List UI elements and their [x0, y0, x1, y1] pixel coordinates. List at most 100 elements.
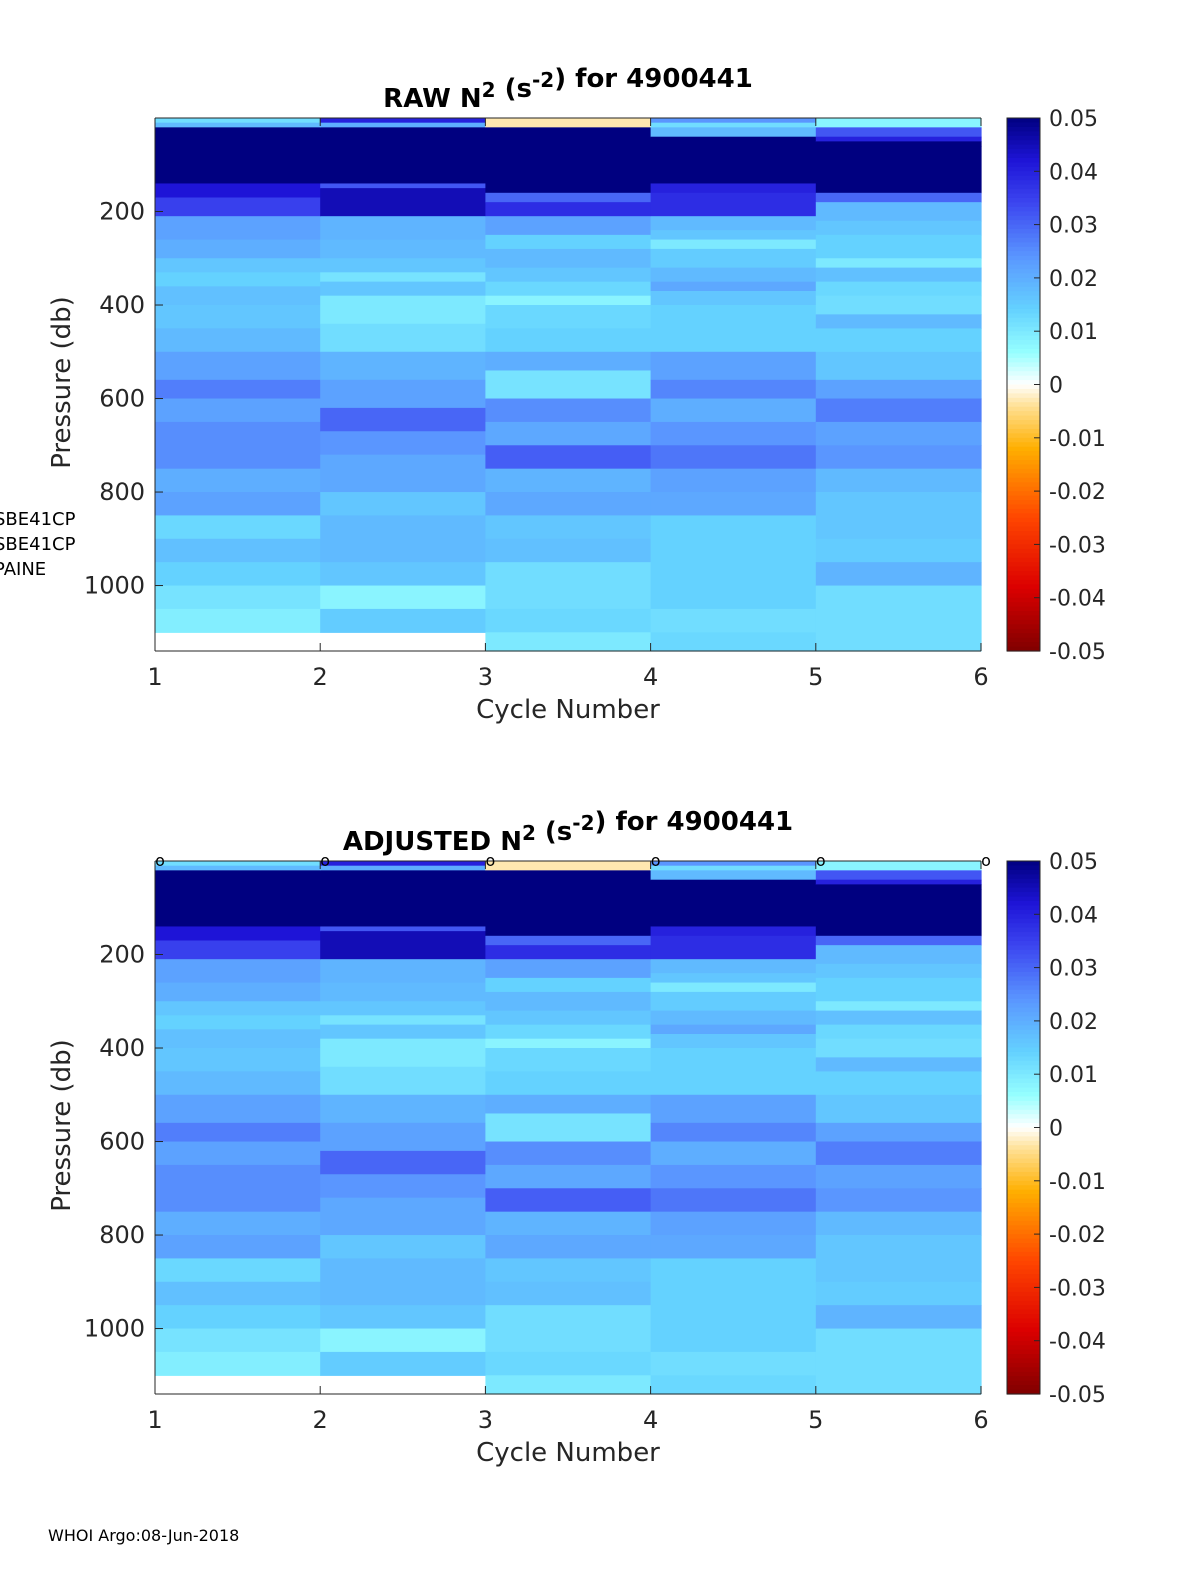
- colorbar-tick-label: -0.02: [1049, 1223, 1106, 1248]
- heatmap-cell: [650, 973, 817, 984]
- heatmap-cell: [155, 1071, 321, 1096]
- colorbar-band: [1007, 308, 1040, 315]
- heatmap-cell: [320, 1235, 486, 1260]
- colorbar-tick-label: 0.04: [1049, 160, 1098, 185]
- colorbar-band: [1007, 883, 1040, 889]
- heatmap-cell: [155, 515, 321, 540]
- heatmap-cell: [485, 959, 652, 979]
- heatmap-cell: [485, 1071, 652, 1096]
- heatmap-cell: [815, 1328, 982, 1395]
- heatmap-cell: [155, 239, 321, 259]
- colorbar-tick-label: 0.05: [1049, 850, 1098, 875]
- colorbar-band: [1007, 1140, 1040, 1146]
- heatmap-cell: [155, 421, 321, 470]
- heatmap-cell: [320, 959, 486, 984]
- heatmap-cell: [485, 977, 652, 993]
- colorbar-band: [1007, 233, 1040, 239]
- colorbar-band: [1007, 1127, 1040, 1133]
- y-axis-label: Pressure (db): [47, 296, 77, 469]
- colorbar-tick-label: -0.01: [1049, 427, 1106, 452]
- colorbar-band: [1007, 526, 1040, 532]
- heatmap-cell: [320, 870, 486, 928]
- y-tick-label: 800: [99, 1221, 145, 1249]
- heatmap-cell: [320, 1122, 486, 1152]
- heatmap-cell: [650, 216, 817, 231]
- heatmap-cell: [485, 935, 652, 946]
- x-tick-label: 6: [973, 663, 988, 691]
- colorbar-band: [1007, 1287, 1040, 1293]
- heatmap-cell: [815, 1305, 982, 1330]
- colorbar-band: [1007, 1083, 1040, 1089]
- colorbar-band: [1007, 611, 1040, 617]
- heatmap-cell: [485, 1141, 652, 1166]
- colorbar-band: [1007, 295, 1040, 301]
- heatmap-cell: [320, 1094, 486, 1124]
- heatmap-cell: [815, 1122, 982, 1143]
- colorbar-band: [1007, 304, 1040, 310]
- heatmap-cell: [485, 234, 652, 250]
- colorbar-tick-label: -0.05: [1049, 640, 1106, 665]
- colorbar-band: [1007, 865, 1040, 871]
- colorbar-band: [1007, 1274, 1040, 1280]
- colorbar-band: [1007, 1123, 1040, 1129]
- colorbar-band: [1007, 184, 1040, 190]
- colorbar-band: [1007, 402, 1040, 408]
- colorbar-tick-label: 0.02: [1049, 267, 1098, 292]
- colorbar-band: [1007, 1056, 1040, 1062]
- heatmap-cell: [650, 421, 817, 446]
- heatmap-cell: [155, 258, 321, 273]
- colorbar-band: [1007, 1180, 1040, 1186]
- colorbar-band: [1007, 896, 1040, 902]
- colorbar-band: [1007, 1149, 1040, 1155]
- colorbar-band: [1007, 624, 1040, 630]
- colorbar-band: [1007, 914, 1040, 920]
- heatmap-cell: [815, 379, 982, 400]
- heatmap-cell: [155, 865, 321, 871]
- colorbar-band: [1007, 437, 1040, 443]
- colorbar-band: [1007, 994, 1040, 1000]
- colorbar-band: [1007, 237, 1040, 243]
- heatmap-cell: [815, 1211, 982, 1236]
- colorbar-band: [1007, 197, 1040, 203]
- colorbar-band: [1007, 317, 1040, 323]
- colorbar-band: [1007, 1251, 1040, 1257]
- colorbar-tick-label: 0.03: [1049, 214, 1098, 239]
- heatmap-cell: [485, 421, 652, 446]
- heatmap-cell: [485, 632, 652, 652]
- chart-title: RAW N2 (s-2) for 4900441: [383, 64, 753, 114]
- colorbar-band: [1007, 455, 1040, 461]
- colorbar-band: [1007, 1047, 1040, 1053]
- colorbar-band: [1007, 619, 1040, 625]
- colorbar-band: [1007, 357, 1040, 363]
- heatmap-cell: [650, 445, 817, 470]
- heatmap-cell: [320, 865, 486, 871]
- colorbar-band: [1007, 202, 1040, 208]
- colorbar-band: [1007, 936, 1040, 942]
- colorbar-band: [1007, 1194, 1040, 1200]
- colorbar-band: [1007, 300, 1040, 306]
- colorbar-band: [1007, 958, 1040, 964]
- colorbar: 0.05 0.04 0.03 0.02 0.01 0 -0.01 -0.02 -0.03 -0.0…: [1006, 850, 1106, 1408]
- heatmap-cell: [815, 889, 982, 937]
- colorbar-band: [1007, 628, 1040, 634]
- colorbar-band: [1007, 1145, 1040, 1151]
- heatmap-cell: [320, 351, 486, 381]
- colorbar-tick-label: 0.01: [1049, 1063, 1098, 1088]
- colorbar-tick-label: 0: [1049, 1117, 1063, 1142]
- colorbar-band: [1007, 588, 1040, 594]
- colorbar-band: [1007, 998, 1040, 1004]
- chart-2: 1 2 3 4 5 6 200 400 600 800 1000 Cycle Number Pressu…: [47, 807, 1106, 1468]
- heatmap-cell: [650, 1188, 817, 1213]
- colorbar-band: [1007, 646, 1040, 652]
- colorbar-band: [1007, 593, 1040, 599]
- colorbar-band: [1007, 264, 1040, 270]
- colorbar-band: [1007, 918, 1040, 924]
- heatmap-cell: [320, 982, 486, 1002]
- heatmap-cell: [815, 963, 982, 979]
- colorbar-band: [1007, 606, 1040, 612]
- colorbar-band: [1007, 945, 1040, 951]
- colorbar-band: [1007, 1309, 1040, 1315]
- heatmap-cell: [815, 1281, 982, 1306]
- heatmap-cell: [155, 608, 321, 633]
- heatmap-cell: [320, 379, 486, 409]
